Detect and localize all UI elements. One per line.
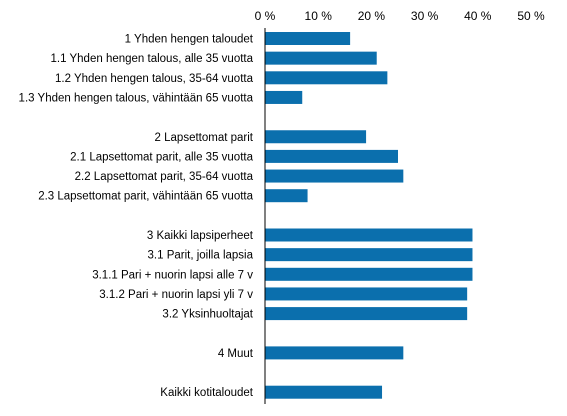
bar: [265, 228, 473, 242]
bar: [265, 149, 398, 163]
bar: [265, 169, 404, 183]
bar: [265, 189, 308, 203]
category-label: 2.2 Lapsettomat parit, 35-64 vuotta: [75, 171, 254, 183]
category-labels: 1 Yhden hengen taloudet 1.1 Yhden hengen …: [19, 34, 254, 400]
bar: [265, 385, 383, 399]
category-label: Kaikki kotitaloudet: [160, 387, 253, 399]
x-tick-label: 40 %: [464, 9, 492, 23]
x-tick-label: 30 %: [411, 9, 439, 23]
bar: [265, 32, 351, 45]
bar: [265, 287, 468, 301]
category-label: 4 Muut: [218, 348, 254, 360]
category-label: 3.1 Parit, joilla lapsia: [148, 250, 254, 262]
bar: [265, 90, 303, 104]
category-label: 1.3 Yhden hengen talous, vähintään 65 vu…: [19, 92, 254, 104]
category-label: 1.1 Yhden hengen talous, alle 35 vuotta: [51, 53, 254, 65]
x-tick-label: 0 %: [255, 9, 276, 23]
category-label: 3.2 Yksinhuoltajat: [162, 309, 253, 321]
category-label: 3.1.1 Pari + nuorin lapsi alle 7 v: [92, 269, 253, 281]
x-tick-label: 20 %: [358, 9, 386, 23]
x-tick-label: 10 %: [305, 9, 333, 23]
bar: [265, 307, 468, 321]
bars: [265, 32, 473, 399]
bar: [265, 248, 473, 262]
bar: [265, 130, 367, 144]
category-label: 2.1 Lapsettomat parit, alle 35 vuotta: [70, 151, 253, 163]
bar: [265, 267, 473, 281]
bar: [265, 71, 388, 85]
category-label: 2 Lapsettomat parit: [155, 132, 254, 144]
category-label: 1 Yhden hengen taloudet: [125, 34, 254, 46]
category-label: 2.3 Lapsettomat parit, vähintään 65 vuot…: [38, 191, 253, 203]
bar: [265, 346, 404, 360]
bar: [265, 51, 377, 65]
x-axis-ticks: 0 % 10 % 20 % 30 % 40 % 50 %: [255, 9, 545, 23]
category-label: 3 Kaikki lapsiperheet: [147, 230, 254, 242]
category-label: 1.2 Yhden hengen talous, 35-64 vuotta: [55, 73, 254, 85]
category-label: 3.1.2 Pari + nuorin lapsi yli 7 v: [99, 289, 253, 301]
x-tick-label: 50 %: [517, 9, 545, 23]
